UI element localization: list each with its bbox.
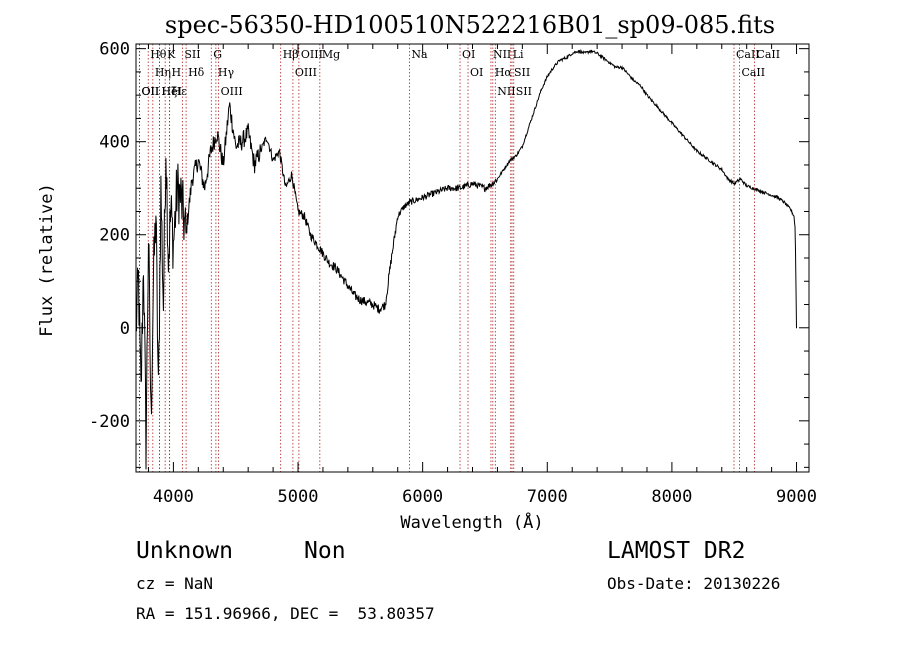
- line-label-28: CaII: [741, 66, 765, 79]
- line-label-15: OIII: [295, 66, 317, 79]
- plot-frame: [135, 43, 810, 473]
- x-tick-label: 5000: [278, 487, 319, 507]
- x-tick-label: 4000: [153, 487, 194, 507]
- object-subclass: Non: [304, 538, 346, 564]
- x-tick-label: 7000: [527, 487, 568, 507]
- line-label-6: K: [167, 48, 176, 61]
- line-label-8: Hε: [172, 85, 188, 98]
- line-label-26: SII: [516, 85, 532, 98]
- line-label-27: CaII: [736, 48, 760, 61]
- x-tick-label: 6000: [402, 487, 443, 507]
- y-axis-ticks: -200 0 200 400 600: [89, 40, 809, 468]
- line-label-24: Li: [513, 48, 524, 61]
- line-label-2: OII: [141, 85, 159, 98]
- line-label-1: Hη: [155, 66, 171, 79]
- y-axis-title: Flux (relative): [37, 183, 57, 337]
- y-tick-label: 0: [120, 319, 130, 339]
- line-label-18: Na: [411, 48, 428, 61]
- line-label-4: HeI: [162, 85, 182, 98]
- line-label-3: OII: [142, 85, 160, 98]
- line-label-19: OI: [462, 48, 475, 61]
- line-label-20: OI: [470, 66, 483, 79]
- line-label-14: Hβ: [283, 48, 299, 61]
- line-label-12: Hγ: [218, 66, 235, 79]
- y-tick-label: 200: [99, 226, 130, 246]
- survey-name: LAMOST DR2: [607, 538, 746, 564]
- spectrum-line: [135, 48, 797, 470]
- coordinates: RA = 151.96966, DEC = 53.80357: [136, 604, 435, 623]
- emission-lines: [138, 44, 755, 472]
- line-label-5: Hζ: [162, 85, 178, 98]
- line-label-11: G: [213, 48, 222, 61]
- line-label-22: Hα: [495, 66, 513, 79]
- x-tick-label: 8000: [651, 487, 692, 507]
- line-label-13: OIII: [221, 85, 243, 98]
- line-label-25: SII: [514, 66, 530, 79]
- y-tick-label: 400: [99, 133, 130, 153]
- spectrum-series: [135, 48, 797, 470]
- redshift-cz: cz = NaN: [136, 574, 214, 593]
- line-label-7: H: [172, 66, 182, 79]
- line-label-0: Hθ: [150, 48, 167, 61]
- x-axis-ticks: 4000 5000 6000 7000 8000 9000: [147, 44, 817, 507]
- x-axis-title: Wavelength (Å): [400, 511, 543, 533]
- line-label-16: OIII: [301, 48, 323, 61]
- line-label-9: SII: [184, 48, 200, 61]
- y-tick-label: 600: [99, 40, 130, 60]
- line-label-29: CaII: [756, 48, 780, 61]
- line-label-10: Hδ: [188, 66, 205, 79]
- y-tick-label: -200: [89, 412, 130, 432]
- line-label-21: NII: [493, 48, 511, 61]
- chart-title: spec-56350-HD100510N522216B01_sp09-085.f…: [165, 11, 775, 39]
- observation-date: Obs-Date: 20130226: [607, 574, 781, 593]
- x-tick-label: 9000: [776, 487, 817, 507]
- object-class: Unknown: [136, 538, 233, 564]
- line-label-17: Mg: [322, 48, 340, 61]
- line-label-23: NII: [497, 85, 515, 98]
